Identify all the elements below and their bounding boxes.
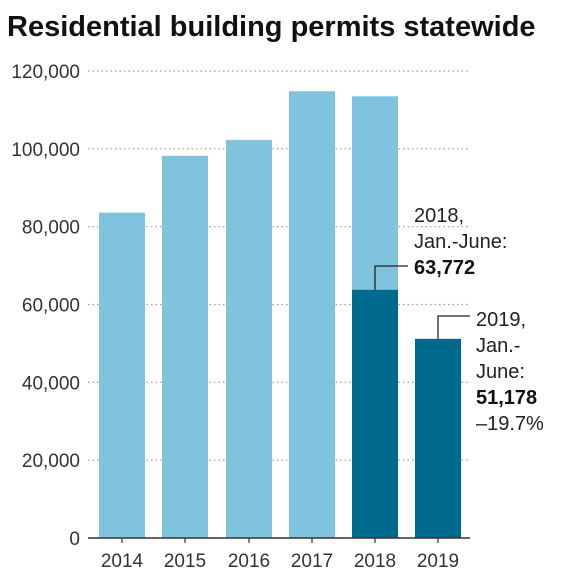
bars — [88, 91, 470, 539]
y-axis-ticks: 0 20,000 40,000 60,000 80,000 100,000 120,000 — [11, 62, 80, 550]
y-tick-label: 80,000 — [22, 218, 80, 239]
annotation-value: 51,178 — [476, 387, 537, 409]
bar-2017 — [289, 91, 335, 538]
annotation-text: Jan.- — [476, 335, 520, 357]
gridlines — [88, 70, 470, 461]
annotations: 2018,Jan.-June:63,7722019,Jan.-June:51,1… — [374, 205, 544, 435]
annotation-leader — [374, 265, 408, 290]
x-tick-label: 2016 — [228, 551, 270, 572]
annotation-text: 2018, — [414, 205, 464, 227]
y-tick-label: 120,000 — [11, 62, 80, 83]
bar-2019 — [415, 338, 461, 538]
chart-title: Residential building permits statewide — [7, 11, 536, 43]
x-tick-label: 2018 — [354, 551, 396, 572]
annotation-text: June: — [476, 361, 525, 383]
y-tick-label: 60,000 — [22, 296, 80, 317]
annotation-value: 63,772 — [414, 257, 475, 279]
annotation-text: 2019, — [476, 309, 526, 331]
bar-2018 — [352, 289, 398, 538]
x-tick-label: 2017 — [291, 551, 333, 572]
bar-2014 — [99, 212, 145, 538]
bar-2015 — [162, 155, 208, 539]
bar-2016 — [226, 139, 272, 538]
x-tick-label: 2015 — [164, 551, 206, 572]
x-axis-ticks: 2014 2015 2016 2017 2018 2019 — [101, 538, 459, 572]
y-tick-label: 100,000 — [11, 140, 80, 161]
y-tick-label: 20,000 — [22, 451, 80, 472]
y-tick-label: 0 — [69, 529, 80, 550]
annotation-leader — [437, 315, 470, 339]
annotation-text: Jan.-June: — [414, 231, 507, 253]
annotation-change: –19.7% — [476, 413, 544, 435]
x-tick-label: 2019 — [417, 551, 459, 572]
x-tick-label: 2014 — [101, 551, 144, 572]
y-tick-label: 40,000 — [22, 373, 80, 394]
